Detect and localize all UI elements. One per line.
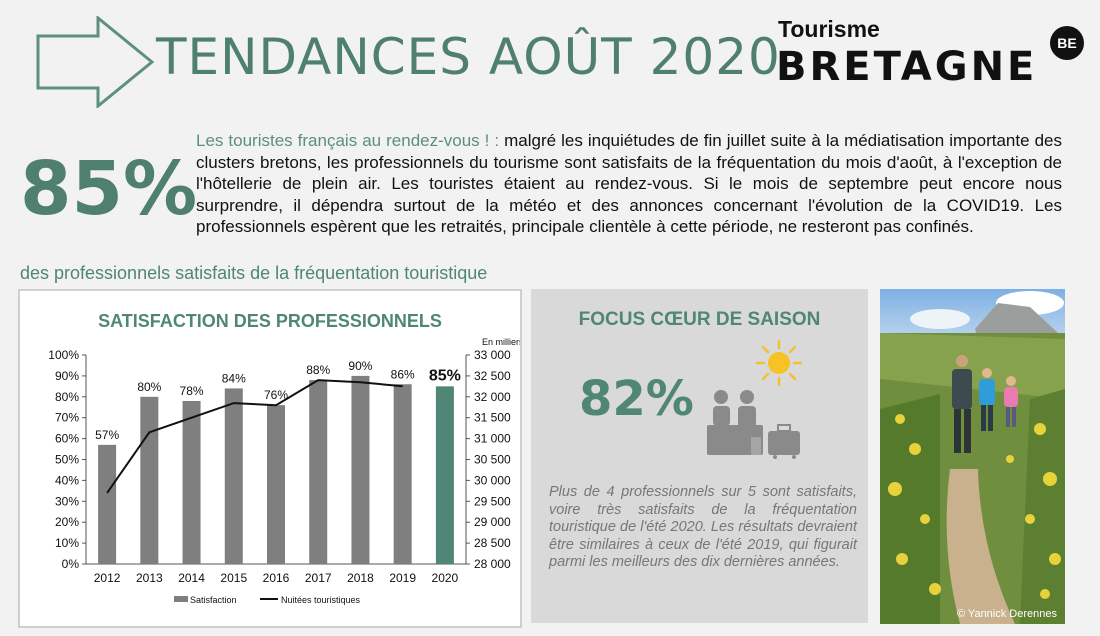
y-left-tick-label: 40% [55, 473, 79, 487]
intro-paragraph: Les touristes français au rendez-vous ! … [196, 130, 1062, 238]
photo-credit: © Yannick Derennes [956, 608, 1057, 620]
bar-label-2012: 57% [95, 428, 119, 442]
bar-2017 [309, 380, 328, 564]
chart-svg: SATISFACTION DES PROFESSIONNELS 0% 10% 20%… [48, 311, 520, 605]
x-tick-label: 2012 [94, 571, 121, 585]
x-tick-label: 2014 [178, 571, 205, 585]
y-right-unit-label: En milliers [482, 337, 520, 347]
bar-label-2016: 76% [264, 388, 288, 402]
chart-title: SATISFACTION DES PROFESSIONNELS [98, 311, 442, 331]
page-title: TENDANCES AOÛT 2020 [156, 28, 781, 86]
satisfaction-chart: SATISFACTION DES PROFESSIONNELS 0% 10% 20%… [18, 289, 522, 628]
y-right-tick-label: 31 000 [474, 432, 511, 446]
legend-swatch-satisfaction [174, 596, 188, 602]
bar-2016 [267, 405, 285, 564]
x-tick-label: 2013 [136, 571, 163, 585]
hikers-photo: © Yannick Derennes [880, 289, 1065, 624]
y-right-tick-label: 31 500 [474, 411, 511, 425]
y-left-tick-label: 20% [55, 515, 79, 529]
focus-percent: 82% [579, 371, 694, 427]
bar-label-2014: 78% [180, 384, 204, 398]
focus-panel: FOCUS CŒUR DE SAISON 82% Plus de 4 profe… [531, 289, 868, 623]
intro-lead: Les touristes français au rendez-vous ! … [196, 131, 500, 150]
y-right-tick-label: 28 000 [474, 557, 511, 571]
bar-2019 [393, 384, 412, 564]
bar-2012 [98, 444, 117, 564]
logo-big-text: BRETAGNE [776, 44, 1038, 90]
y-right-tick-label: 28 500 [474, 536, 511, 550]
y-left-tick-label: 80% [55, 390, 79, 404]
y-left-tick-label: 0% [62, 557, 80, 571]
y-left-tick-label: 50% [55, 453, 79, 467]
y-right-tick-label: 32 000 [474, 390, 511, 404]
y-left-tick-label: 100% [48, 348, 79, 362]
bar-2014 [182, 400, 201, 564]
x-tick-label: 2016 [263, 571, 290, 585]
bar-label-2018: 90% [348, 359, 372, 373]
bar-label-2013: 80% [137, 380, 161, 394]
x-tick-label: 2020 [432, 571, 459, 585]
tourisme-bretagne-logo: Tourisme BRETAGNE BE [776, 14, 1088, 94]
logo-badge: BE [1050, 26, 1084, 60]
y-left-tick-label: 60% [55, 432, 79, 446]
y-right-tick-label: 30 500 [474, 453, 511, 467]
intro-body: malgré les inquiétudes de fin juillet su… [196, 131, 1062, 236]
legend-label-satisfaction: Satisfaction [190, 595, 237, 605]
y-right-tick-label: 33 000 [474, 348, 511, 362]
x-tick-label: 2017 [305, 571, 332, 585]
focus-text: Plus de 4 professionnels sur 5 sont sati… [549, 484, 857, 570]
satisfaction-percent: 85% [20, 146, 198, 232]
y-right-tick-label: 29 500 [474, 494, 511, 508]
x-tick-label: 2019 [389, 571, 416, 585]
sun-icon [755, 339, 803, 387]
y-left-tick-label: 30% [55, 494, 79, 508]
arrow-icon [36, 16, 154, 108]
nuitees-line [106, 379, 403, 494]
legend-label-nuitees: Nuitées touristiques [281, 595, 361, 605]
y-right-tick-label: 29 000 [474, 515, 511, 529]
travelers-icon [707, 390, 800, 459]
x-tick-label: 2015 [220, 571, 247, 585]
y-left-tick-label: 70% [55, 411, 79, 425]
photo-illustration [880, 289, 1065, 624]
y-left-tick-label: 90% [55, 369, 79, 383]
y-right-tick-label: 30 000 [474, 473, 511, 487]
logo-small-text: Tourisme [778, 16, 880, 42]
bar-2020 [435, 386, 454, 564]
subtitle: des professionnels satisfaits de la fréq… [20, 263, 488, 283]
y-left-tick-label: 10% [55, 536, 79, 550]
bar-2015 [224, 388, 243, 564]
x-tick-label: 2018 [347, 571, 374, 585]
focus-title: FOCUS CŒUR DE SAISON [578, 309, 821, 330]
bar-2013 [140, 396, 159, 564]
bar-label-2015: 84% [222, 371, 246, 385]
bar-label-2017: 88% [306, 363, 330, 377]
bar-label-2019: 86% [391, 367, 415, 381]
bar-2018 [351, 375, 370, 564]
bar-label-2020: 85% [429, 367, 461, 384]
y-right-tick-label: 32 500 [474, 369, 511, 383]
